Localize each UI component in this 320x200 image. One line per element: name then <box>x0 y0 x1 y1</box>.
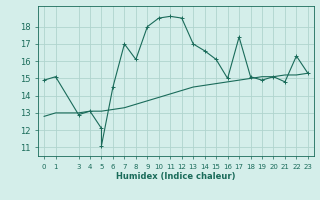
X-axis label: Humidex (Indice chaleur): Humidex (Indice chaleur) <box>116 172 236 181</box>
